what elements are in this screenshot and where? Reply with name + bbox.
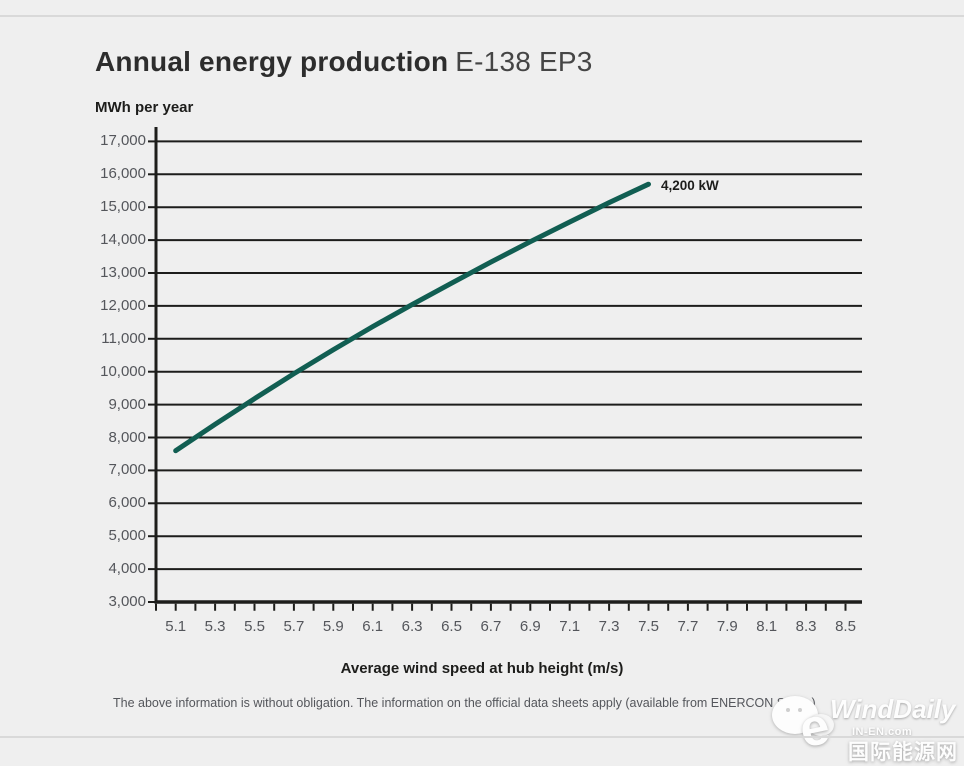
- y-tick-label: 13,000: [100, 264, 146, 281]
- x-tick-label: 7.7: [677, 618, 699, 635]
- x-tick-label: 6.9: [519, 618, 541, 635]
- x-tick-label: 7.5: [638, 618, 659, 635]
- x-tick-label: 5.1: [165, 618, 187, 635]
- series-annotation: 4,200 kW: [661, 178, 719, 193]
- y-tick-label: 4,000: [108, 560, 146, 578]
- y-tick-label: 15,000: [100, 198, 146, 216]
- y-tick-label: 10,000: [100, 362, 146, 380]
- x-tick-label: 5.5: [244, 618, 265, 635]
- y-axis-title: MWh per year: [95, 99, 194, 116]
- x-tick-label: 8.5: [835, 618, 856, 635]
- watermark-winddaily-text: WindDaily: [830, 694, 956, 724]
- wechat-bubble-eye-icon: [798, 708, 802, 712]
- y-tick-label: 6,000: [108, 494, 146, 512]
- y-tick-label: 14,000: [100, 231, 146, 249]
- x-tick-label: 7.9: [716, 618, 738, 635]
- x-tick-label: 6.7: [480, 618, 502, 635]
- y-tick-label: 5,000: [108, 527, 146, 545]
- y-tick-label: 16,000: [100, 165, 146, 183]
- wechat-bubble-eye-icon: [786, 708, 790, 712]
- y-tick-label: 7,000: [108, 461, 146, 479]
- y-tick-label: 8,000: [108, 428, 146, 446]
- bottom-divider: [0, 736, 964, 738]
- y-tick-label: 9,000: [108, 395, 146, 413]
- x-tick-label: 5.3: [204, 618, 226, 635]
- x-tick-label: 8.3: [795, 618, 817, 635]
- in-en-e-logo-icon: e: [794, 696, 835, 760]
- wechat-bubble-small-icon: [808, 714, 834, 736]
- x-tick-label: 5.9: [322, 618, 344, 635]
- page-title-model: E-138 EP3: [455, 46, 593, 77]
- power-curve-line: [173, 181, 651, 454]
- x-tick-label: 6.3: [401, 618, 423, 635]
- x-tick-label: 8.1: [756, 618, 778, 635]
- page-title: Annual energy production E-138 EP3: [95, 46, 593, 78]
- x-tick-label: 6.5: [441, 618, 462, 635]
- watermark-site-name: 国际能源网: [848, 741, 958, 764]
- y-tick-label: 3,000: [108, 593, 146, 610]
- y-tick-label: 12,000: [100, 296, 146, 314]
- top-divider: [0, 15, 964, 17]
- x-tick-label: 7.3: [598, 618, 620, 635]
- watermark-domain-text: IN-EN.com: [852, 726, 913, 738]
- x-axis-title: Average wind speed at hub height (m/s): [340, 660, 624, 677]
- y-tick-label: 17,000: [100, 132, 146, 150]
- y-tick-label: 11,000: [101, 329, 146, 347]
- disclaimer-text: The above information is without obligat…: [113, 696, 816, 710]
- watermark: WindDaily e IN-EN.com 国际能源网: [760, 688, 964, 764]
- page-title-main: Annual energy production: [95, 46, 449, 77]
- x-tick-label: 5.7: [283, 618, 305, 635]
- x-tick-label: 6.1: [362, 618, 384, 635]
- x-tick-label: 7.1: [559, 618, 581, 635]
